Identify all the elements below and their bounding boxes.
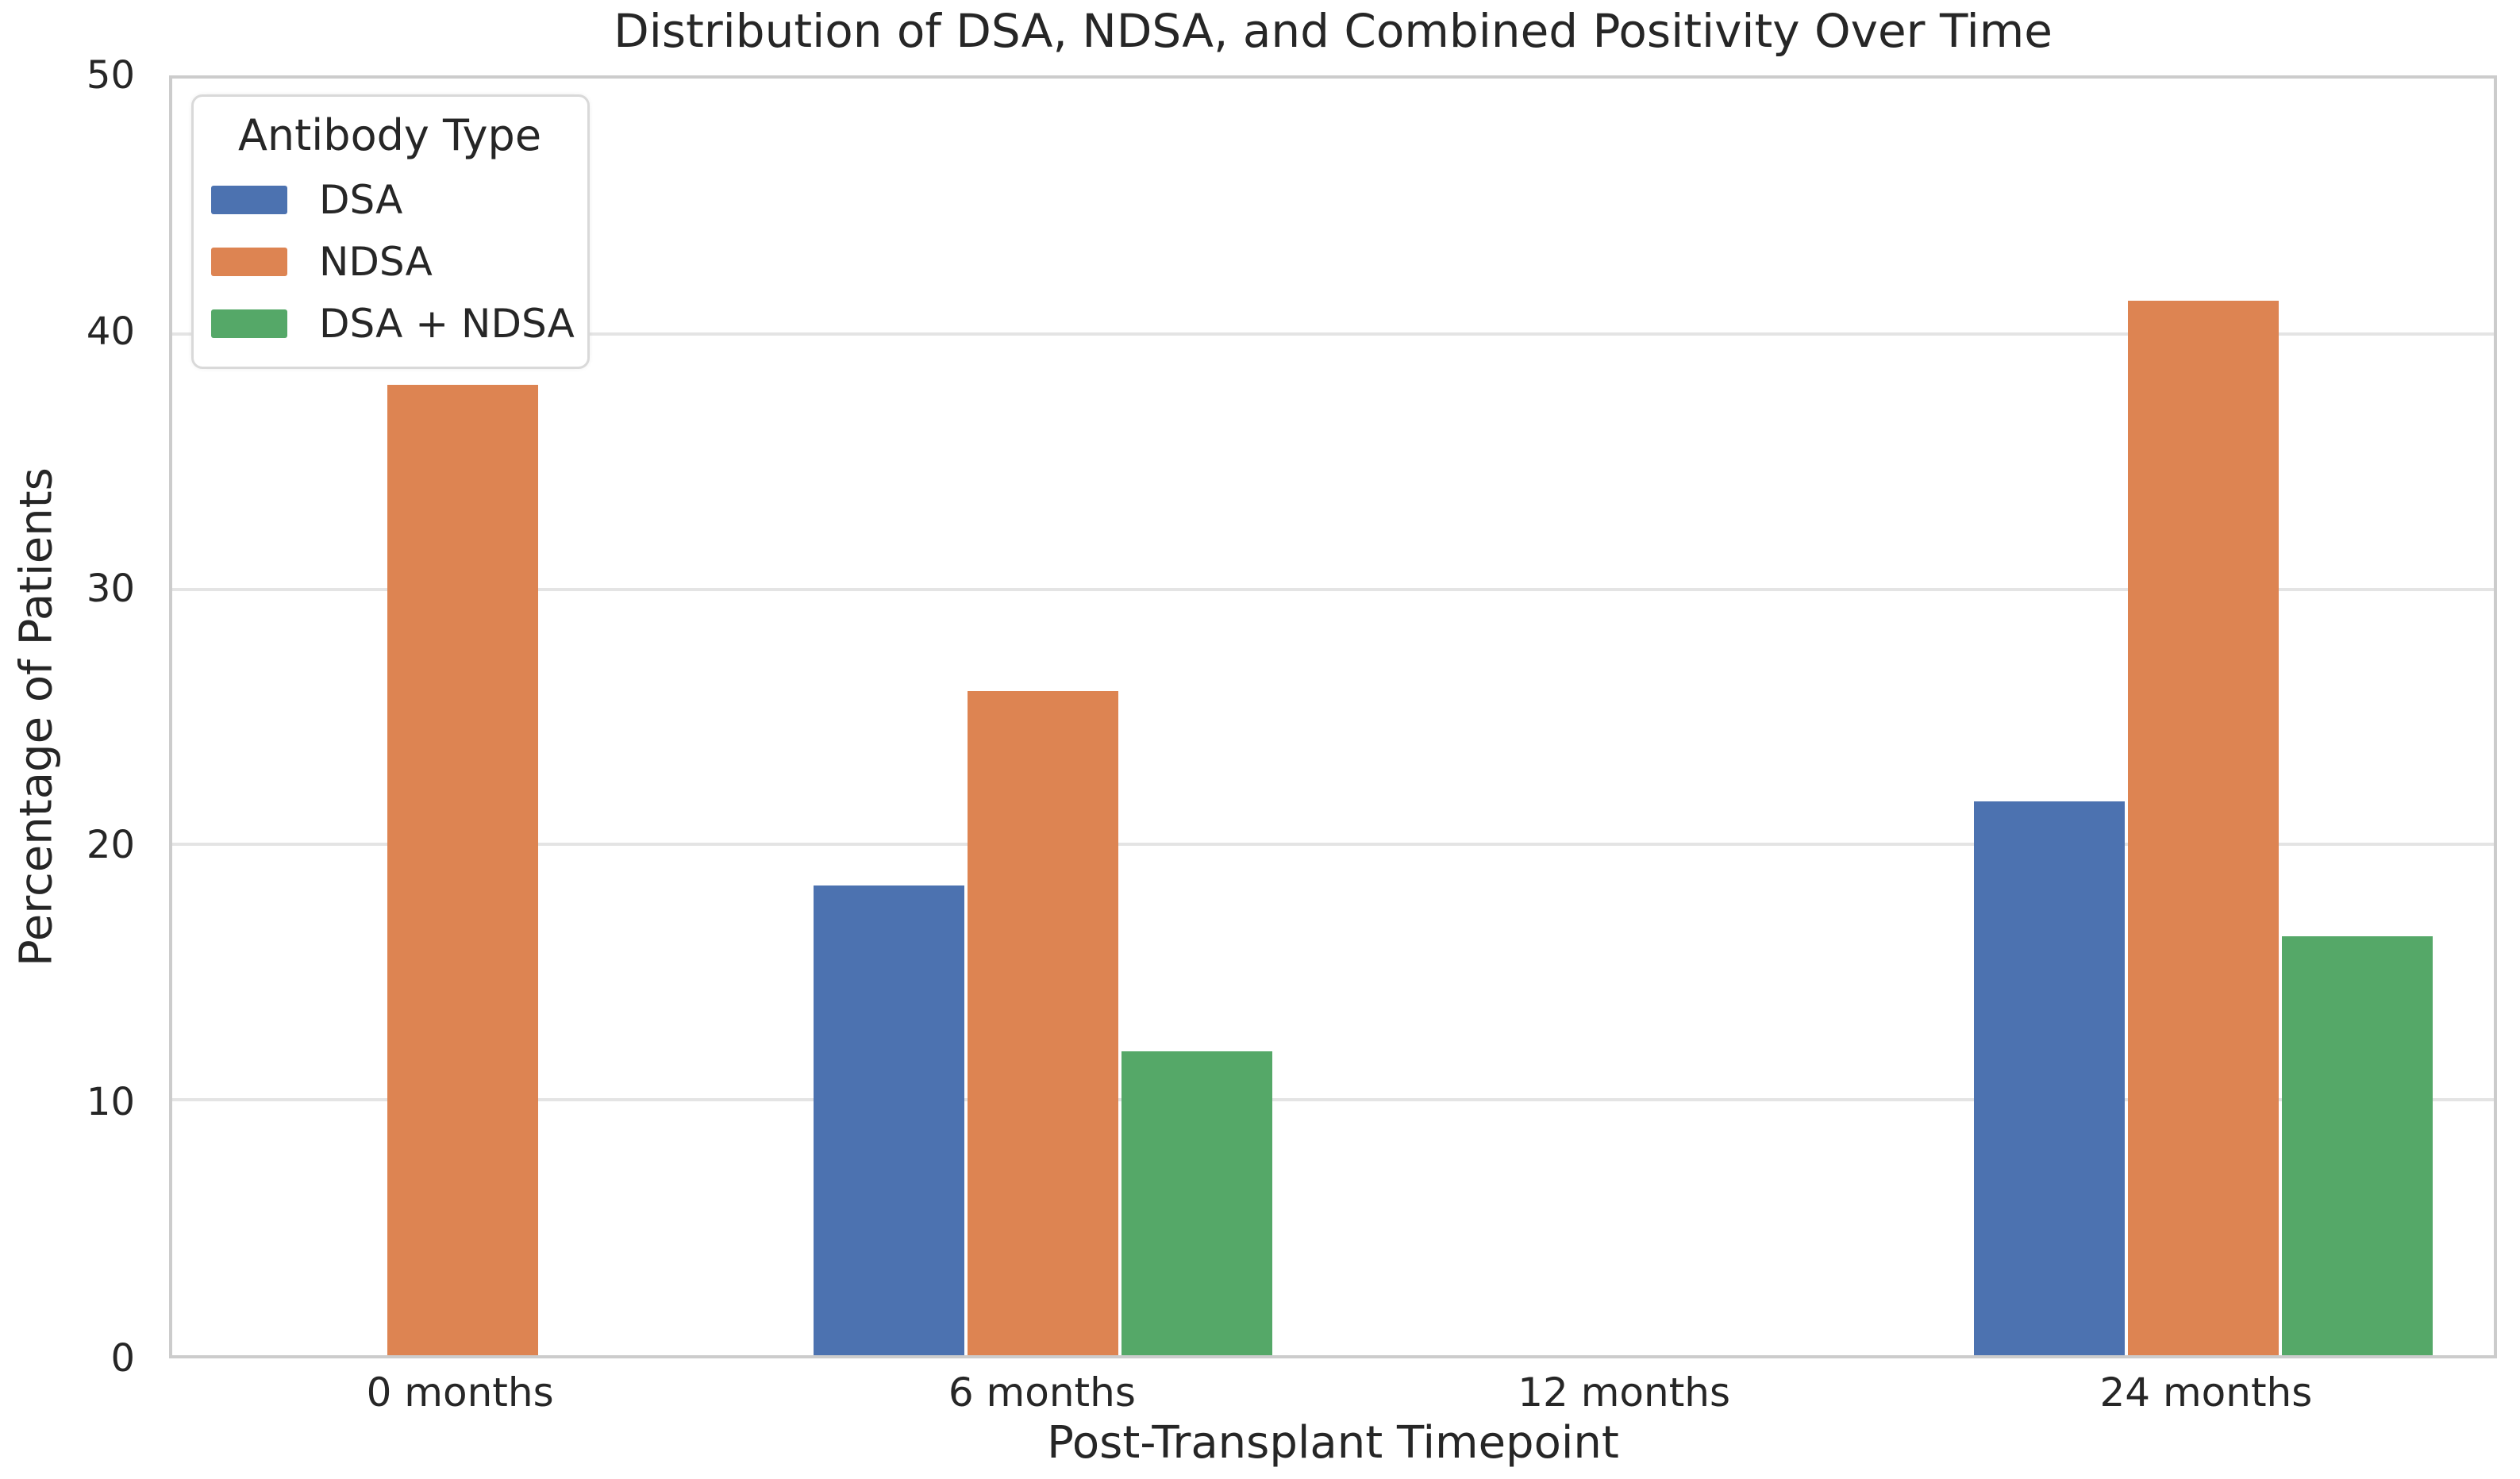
gridline-30: [172, 587, 2494, 591]
x-tick-24-months: 24 months: [2099, 1370, 2313, 1416]
legend-entry-ndsa: NDSA: [211, 240, 568, 284]
y-tick-20: 20: [86, 823, 135, 868]
y-tick-0: 0: [110, 1336, 135, 1381]
legend-label-dsa: DSA: [319, 177, 403, 223]
gridline-10: [172, 1098, 2494, 1102]
bar-dsa-6-months: [813, 885, 964, 1355]
legend-entry-dsa-ndsa: DSA + NDSA: [211, 302, 575, 346]
bar-group-0-months: [172, 79, 752, 1355]
legend-label-ndsa: NDSA: [319, 239, 433, 285]
gridline-20: [172, 843, 2494, 847]
bar-group-12-months: [1333, 79, 1914, 1355]
legend-label-dsa-ndsa: DSA + NDSA: [319, 301, 575, 347]
bar-ndsa-24-months: [2128, 300, 2280, 1355]
x-tick-0-months: 0 months: [366, 1370, 554, 1416]
legend-swatch-dsa-ndsa: [211, 309, 287, 338]
x-tick-12-months: 12 months: [1518, 1370, 1731, 1416]
x-axis-label: Post-Transplant Timepoint: [1047, 1417, 1619, 1469]
x-tick-6-months: 6 months: [948, 1370, 1136, 1416]
plot-area: Antibody Type DSA NDSA DSA + NDSA: [169, 75, 2497, 1358]
bar-group-24-months: [1914, 79, 2494, 1355]
gridline-40: [172, 332, 2494, 336]
y-axis-label: Percentage of Patients: [10, 467, 63, 966]
legend-swatch-ndsa: [211, 248, 287, 276]
legend-entry-dsa: DSA: [211, 178, 568, 222]
legend-title: Antibody Type: [237, 110, 542, 160]
chart-title: Distribution of DSA, NDSA, and Combined …: [614, 4, 2053, 58]
y-tick-30: 30: [86, 566, 135, 611]
y-tick-50: 50: [86, 53, 135, 98]
bar-dsa-ndsa-6-months: [1121, 1051, 1272, 1355]
legend-swatch-dsa: [211, 186, 287, 214]
bars-layer: [172, 79, 2494, 1355]
legend-entries: DSA NDSA DSA + NDSA: [211, 178, 575, 346]
y-tick-40: 40: [86, 309, 135, 355]
bar-group-6-months: [752, 79, 1333, 1355]
bar-dsa-ndsa-24-months: [2282, 936, 2433, 1355]
bar-dsa-24-months: [1974, 801, 2126, 1355]
gridlines-layer: [172, 79, 2494, 1355]
legend: Antibody Type DSA NDSA DSA + NDSA: [191, 94, 590, 369]
bar-ndsa-6-months: [967, 691, 1118, 1355]
x-tick-labels: 0 months 6 months 12 months 24 months: [169, 1370, 2497, 1416]
y-tick-10: 10: [86, 1079, 135, 1124]
bar-ndsa-0-months: [387, 385, 538, 1355]
